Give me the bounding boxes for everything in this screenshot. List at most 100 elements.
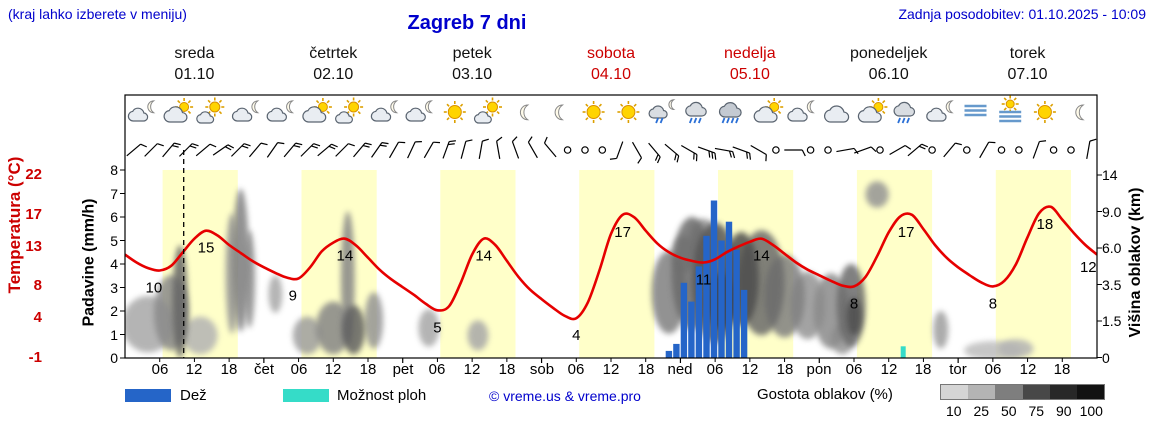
- wind-barb-icon: [388, 141, 406, 159]
- calm-wind-icon: [1049, 146, 1058, 154]
- cloud-density-tick: 90: [1056, 403, 1072, 419]
- weather-icon-cloud-moon: [231, 100, 260, 122]
- wind-barb-icon: [543, 136, 557, 158]
- day-abbr-tick: ned: [667, 361, 693, 378]
- cloud-density-segment: [1049, 385, 1077, 399]
- wind-barb-icon: [907, 143, 929, 157]
- weather-icon-cloud-sun: [302, 98, 332, 123]
- time-hour-tick: 06: [845, 361, 863, 378]
- wind-barb-icon: [697, 146, 717, 160]
- temp-value-label: 14: [753, 248, 770, 265]
- cloud-density-tick: 75: [1028, 403, 1045, 419]
- wind-barb-icon: [836, 147, 859, 155]
- calm-wind-icon: [772, 146, 780, 154]
- wind-barb-icon: [732, 146, 752, 160]
- time-hour-tick: 18: [359, 361, 377, 378]
- calm-wind-icon: [824, 146, 832, 154]
- chart-frame: [120, 94, 1102, 363]
- calm-wind-icon: [1067, 146, 1075, 154]
- cloud-height-tick: 9.0: [1102, 204, 1122, 220]
- calm-wind-icon: [1015, 146, 1023, 154]
- time-hour-tick: 12: [185, 361, 203, 378]
- temp-tick: 8: [33, 277, 42, 294]
- cloud-density-segment: [995, 385, 1023, 399]
- day-abbr-tick: pon: [806, 361, 832, 378]
- wind-barb-icon: [195, 143, 217, 157]
- time-hour-tick: 12: [324, 361, 342, 378]
- temp-value-label: 14: [337, 248, 354, 265]
- day-date: 04.10: [590, 66, 632, 83]
- cloud-density-segment: [1022, 385, 1050, 399]
- day-abbr-tick: pet: [392, 361, 414, 378]
- time-hour-tick: 12: [463, 361, 481, 378]
- day-name: petek: [452, 45, 492, 62]
- temp-value-label: 14: [475, 248, 492, 265]
- weather-icon-cloud: [823, 105, 850, 123]
- weather-icon-moon: [554, 104, 565, 121]
- weather-icon-sun-cloud: [335, 97, 364, 124]
- temp-tick: 4: [33, 309, 42, 326]
- wind-barb-icon: [784, 149, 806, 157]
- wind-barb-icon: [681, 144, 698, 162]
- temp-value-label: 15: [198, 240, 215, 257]
- wind-barb-icon: [407, 141, 422, 159]
- temp-tick: -1: [28, 349, 42, 366]
- calm-wind-icon: [806, 146, 815, 154]
- calm-wind-icon: [598, 146, 607, 154]
- wind-barb-icon: [631, 141, 643, 164]
- page-title: Zagreb 7 dni: [407, 12, 527, 34]
- wind-barb-icon: [527, 136, 538, 159]
- weather-icon-cloud-moon: [787, 100, 815, 122]
- cloud-density-tick: 50: [1001, 403, 1017, 419]
- weather-icon-rain: [893, 101, 916, 124]
- precip-tick: 3: [110, 280, 118, 296]
- wind-barb-icon: [1032, 140, 1047, 159]
- copyright-link[interactable]: © vreme.us & vreme.pro: [489, 388, 641, 404]
- time-hour-tick: 12: [880, 361, 898, 378]
- precip-tick: 8: [110, 162, 118, 178]
- weather-icon-sun-cloud: [473, 97, 502, 124]
- calm-wind-icon: [563, 146, 572, 154]
- last-updated-text: Zadnja posodobitev: 01.10.2025 - 10:09: [898, 6, 1146, 22]
- cloud-density-segment: [968, 385, 996, 399]
- time-hour-tick: 12: [602, 361, 620, 378]
- cloud-density-tick: 25: [973, 403, 990, 419]
- weather-icon-cloud-moon: [926, 100, 954, 122]
- calm-wind-icon: [928, 146, 936, 154]
- shower-legend-swatch: [283, 389, 329, 402]
- cloud-height-tick: 1.5: [1102, 313, 1122, 329]
- time-hour-tick: 18: [498, 361, 516, 378]
- temp-value-label: 10: [146, 280, 163, 297]
- weather-icon-fog-sun: [999, 95, 1022, 123]
- wind-barb-icon: [854, 146, 877, 154]
- day-date: 07.10: [1007, 66, 1048, 83]
- weather-icon-cloud-moon: [127, 100, 156, 122]
- time-hour-tick: 06: [151, 361, 169, 378]
- precip-tick: 1: [110, 327, 118, 343]
- cloud-density-scale: [940, 384, 1105, 400]
- weather-icon-cloud-sun: [857, 98, 888, 123]
- weather-icon-cloud-sun: [753, 98, 784, 123]
- precip-tick: 7: [110, 186, 118, 202]
- wind-barb-icon: [162, 142, 181, 158]
- wind-barb-icon: [460, 139, 473, 159]
- time-hour-tick: 18: [776, 361, 794, 378]
- day-date: 05.10: [729, 66, 770, 83]
- cloud-density-segment: [1076, 385, 1105, 399]
- day-name: sobota: [586, 45, 636, 62]
- wind-barb-icon: [266, 142, 285, 158]
- weather-icon-sun: [1033, 101, 1056, 123]
- temp-value-label: 17: [614, 224, 631, 241]
- day-date: 06.10: [868, 66, 909, 83]
- weather-icon-rain-moon: [648, 99, 676, 124]
- wind-barb-icon: [496, 136, 503, 159]
- temp-value-label: 5: [433, 319, 441, 336]
- weather-icon-heavy-rain: [718, 102, 742, 124]
- rain-bars: [665, 200, 906, 358]
- weather-icon-moon: [519, 104, 530, 121]
- precip-tick: 0: [110, 350, 118, 366]
- wind-barb-icon: [889, 144, 912, 156]
